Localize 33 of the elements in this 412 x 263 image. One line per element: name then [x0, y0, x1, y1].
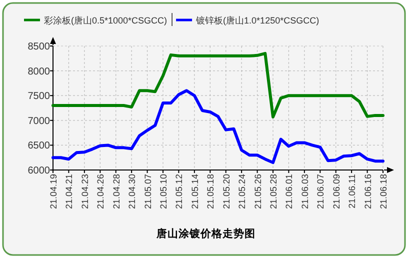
legend-label: 镀锌板(唐山1.0*1250*CSGCC)	[195, 16, 320, 26]
text: 唐山涂镀价格走势图	[156, 227, 256, 240]
x-tick-label: 21.06.01	[284, 174, 294, 210]
x-tick-label: 21.05.26	[252, 174, 263, 210]
line-series	[52, 89, 384, 164]
x-tick-label: 21.05.20	[221, 174, 232, 210]
x-tick-label: 21.06.07	[316, 174, 326, 210]
x-tick-label: 21.05.07	[142, 174, 153, 210]
x-tick-label: 21.05.18	[206, 174, 216, 210]
y-tick-label: 8500	[28, 42, 50, 52]
y-tick-label: 6500	[28, 140, 50, 152]
y-tick-label: 7500	[28, 91, 50, 102]
x-tick-label: 21.06.03	[300, 174, 310, 210]
x-tick-label: 21.04.19	[48, 174, 58, 210]
x-tick-label: 21.05.14	[190, 174, 200, 210]
x-tick-label: 21.06.16	[362, 174, 373, 210]
x-tick-label: 21.05.28	[268, 174, 278, 210]
y-tick-label: 7000	[28, 116, 50, 127]
y-tick-label: 6000	[28, 166, 50, 176]
x-tick-label: 21.04.28	[111, 174, 122, 210]
x-tick-label: 21.06.18	[378, 174, 388, 210]
x-tick-label: 21.06.11	[347, 174, 358, 208]
x-tick-label: 21.05.24	[237, 174, 248, 210]
x-tick-label: 21.05.12	[174, 174, 184, 210]
line-series	[52, 52, 384, 118]
x-tick-label: 21.06.09	[331, 174, 342, 210]
x-tick-label: 21.04.30	[127, 174, 138, 210]
x-tick-label: 21.04.23	[80, 174, 90, 210]
x-tick-label: 21.04.21	[64, 174, 74, 210]
legend-label: 彩涂板(唐山0.5*1000*CSGCC)	[44, 16, 168, 26]
x-tick-label: 21.05.10	[158, 174, 168, 210]
x-tick-label: 21.04.26	[96, 174, 106, 210]
y-tick-label: 8000	[28, 66, 50, 78]
